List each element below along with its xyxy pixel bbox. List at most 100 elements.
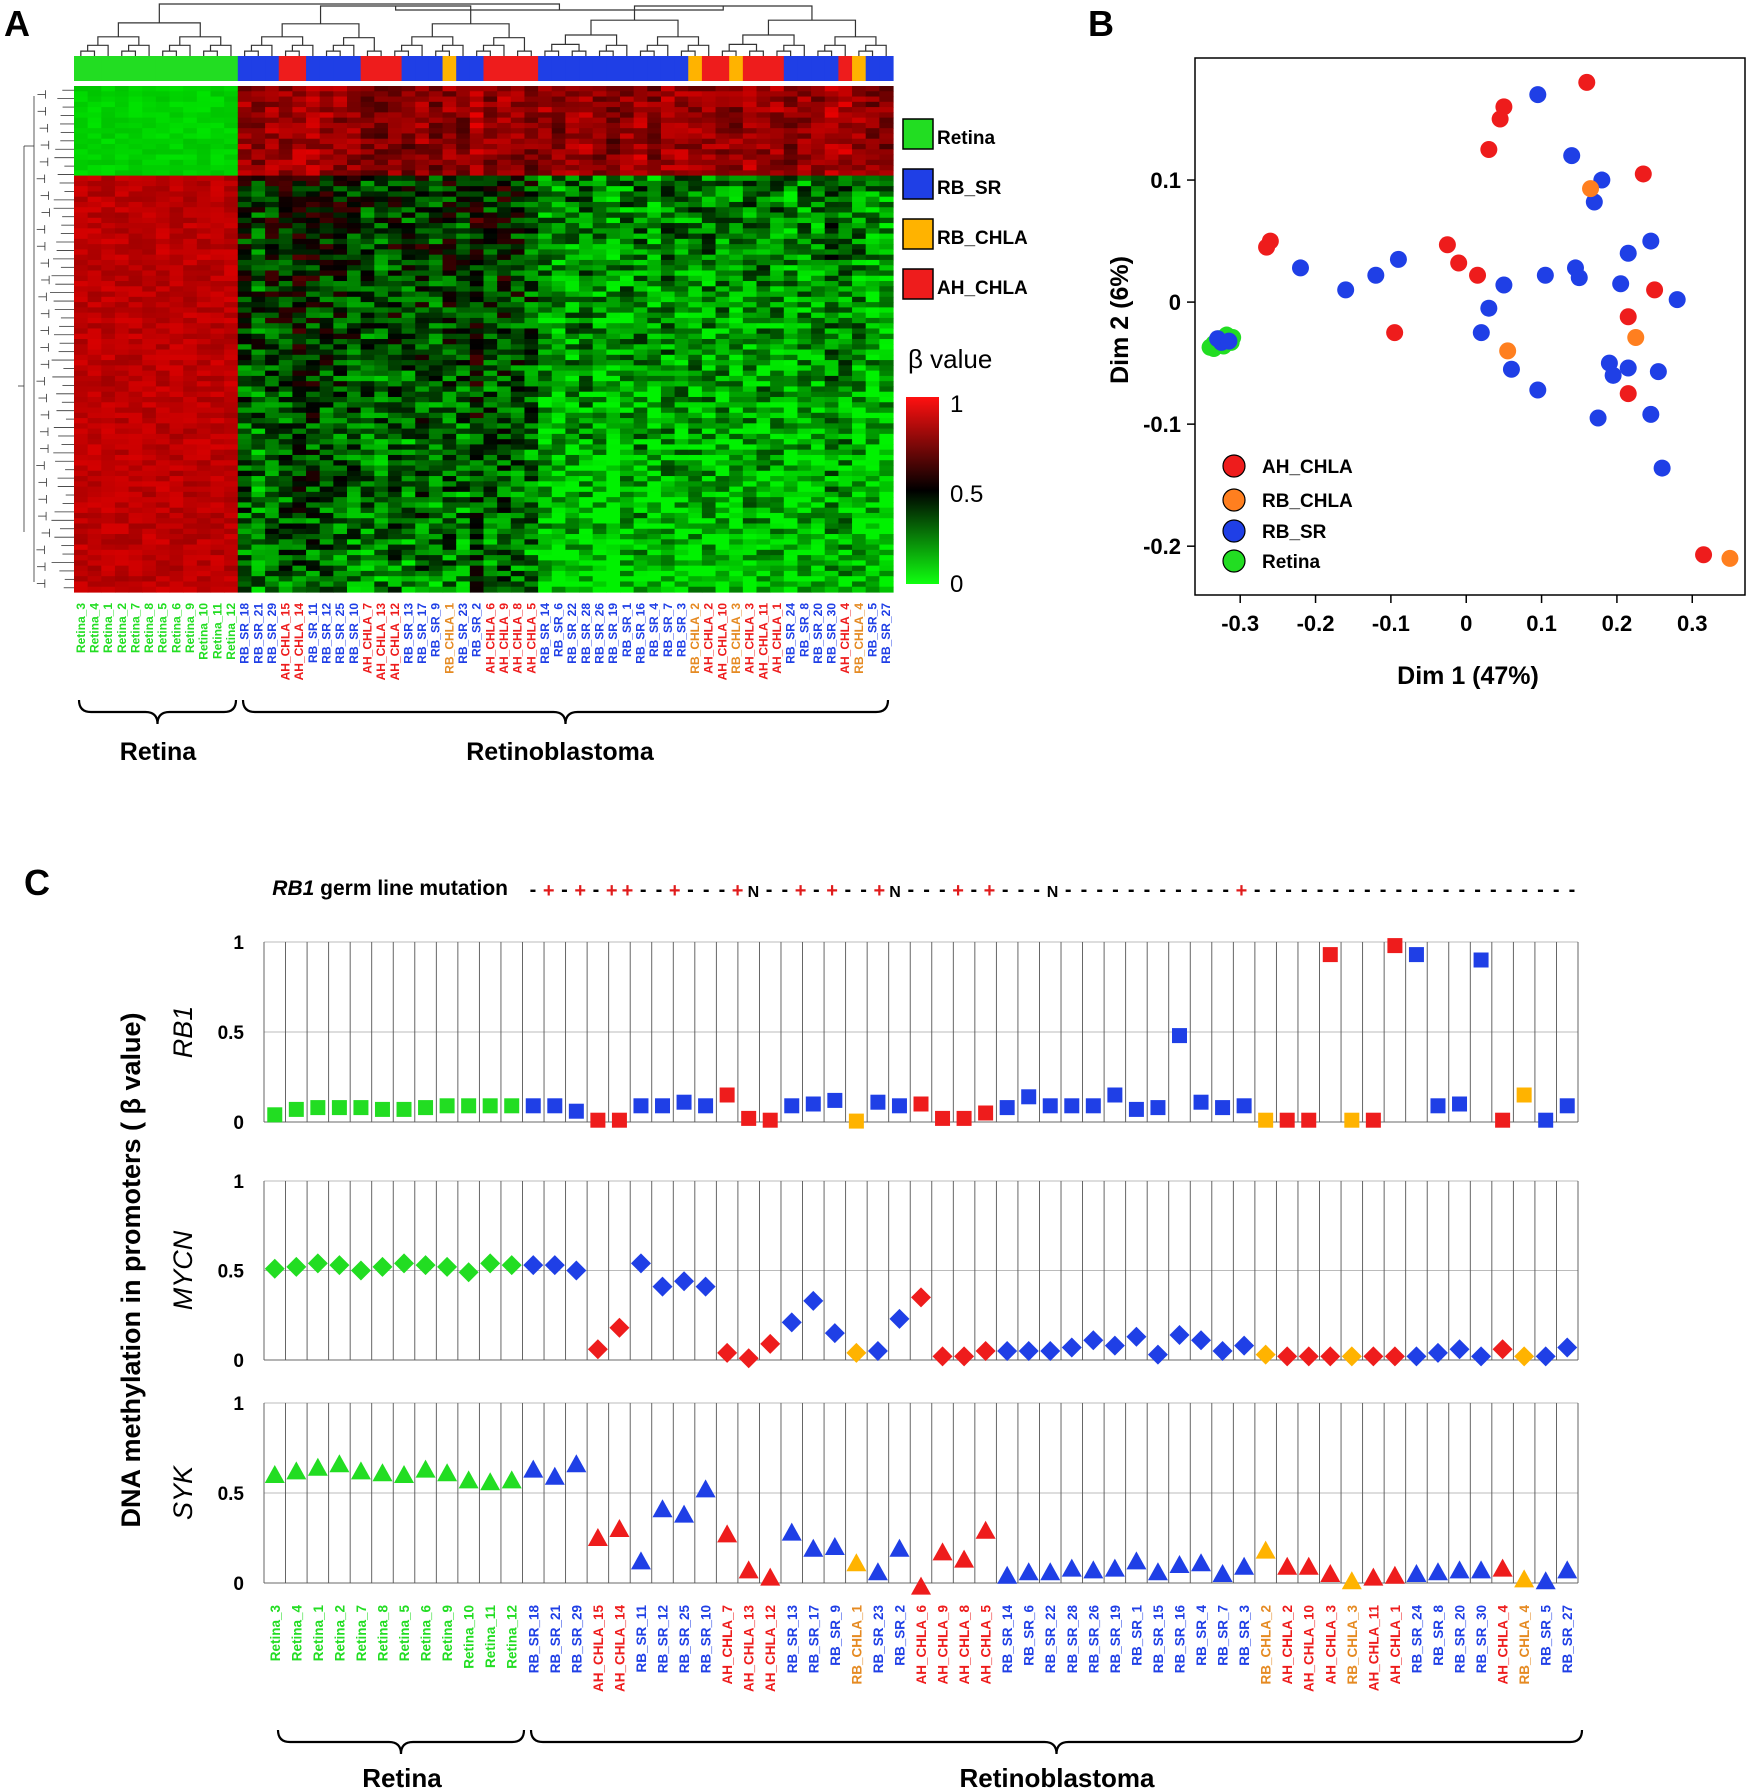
heatmap-cell: [196, 349, 212, 356]
heatmap-cell: [606, 370, 621, 377]
heatmap-cell: [128, 291, 143, 298]
heatmap-cell: [688, 423, 703, 430]
heatmap-cell: [674, 122, 689, 129]
heatmap-cell: [497, 565, 512, 572]
heatmap-cell: [456, 244, 471, 250]
heatmap-cell: [715, 555, 730, 561]
heatmap-cell: [565, 349, 580, 356]
heatmap-cell: [483, 191, 498, 198]
heatmap-cell: [278, 534, 293, 540]
heatmap-cell: [592, 370, 607, 377]
heatmap-cell: [551, 386, 566, 393]
heatmap-cell: [128, 386, 143, 393]
heatmap-cell: [196, 323, 212, 330]
heatmap-cell: [660, 486, 676, 493]
heatmap-cell: [333, 454, 348, 461]
heatmap-cell: [210, 549, 225, 556]
heatmap-cell: [333, 238, 348, 245]
heatmap-cell: [128, 281, 143, 287]
heatmap-cell: [142, 323, 157, 330]
heatmap-cell: [469, 259, 485, 266]
heatmap-cell: [510, 507, 526, 514]
heatmap-cell: [360, 486, 375, 493]
heatmap-cell: [565, 259, 580, 266]
heatmap-cell: [497, 117, 512, 124]
heatmap-cell: [183, 175, 198, 182]
heatmap-cell: [469, 449, 485, 456]
heatmap-cell: [142, 96, 157, 103]
heatmap-cell: [551, 491, 566, 498]
heatmap-cell: [114, 476, 130, 482]
heatmap-cell: [74, 302, 89, 308]
heatmap-cell: [469, 344, 485, 351]
heatmap-cell: [592, 328, 607, 335]
heatmap-cell: [224, 470, 239, 477]
heatmap-cell: [524, 565, 539, 572]
heatmap-cell: [169, 386, 184, 393]
heatmap-cell: [688, 180, 703, 187]
heatmap-cell: [333, 570, 348, 577]
heatmap-cell: [128, 402, 143, 409]
heatmap-cell: [210, 412, 225, 419]
heatmap-cell: [551, 486, 566, 493]
heatmap-cell: [128, 454, 143, 461]
heatmap-cell: [469, 423, 485, 430]
heatmap-cell: [469, 138, 485, 145]
heatmap-cell: [210, 423, 225, 430]
heatmap-cell: [347, 233, 362, 240]
heatmap-cell: [428, 117, 444, 124]
heatmap-cell: [196, 523, 212, 530]
heatmap-cell: [415, 386, 430, 393]
heatmap-cell: [633, 581, 648, 588]
heatmap-cell: [387, 454, 403, 461]
heatmap-cell: [660, 528, 676, 535]
heatmap-cell: [306, 170, 321, 177]
heatmap-cell: [87, 381, 102, 388]
heatmap-cell: [701, 549, 717, 556]
heatmap-cell: [688, 122, 703, 129]
heatmap-cell: [401, 565, 416, 572]
heatmap-cell: [510, 449, 526, 456]
heatmap-cell: [647, 307, 662, 314]
heatmap-cell: [142, 212, 157, 219]
heatmap-cell: [114, 354, 130, 361]
heatmap-cell: [729, 133, 744, 140]
heatmap-cell: [606, 333, 621, 340]
heatmap-cell: [742, 228, 758, 235]
heatmap-cell: [347, 333, 362, 340]
heatmap-cell: [292, 296, 307, 303]
heatmap-cell: [265, 154, 280, 161]
heatmap-cell: [510, 476, 526, 482]
heatmap-cell: [729, 122, 744, 129]
heatmap-cell: [510, 307, 526, 314]
heatmap-cell: [87, 265, 102, 272]
heatmap-cell: [374, 154, 389, 161]
heatmap-cell: [565, 138, 580, 145]
heatmap-cell: [265, 196, 280, 203]
heatmap-cell: [128, 581, 143, 588]
heatmap-cell: [497, 449, 512, 456]
heatmap-cell: [415, 96, 430, 103]
heatmap-cell: [196, 465, 212, 472]
heatmap-cell: [647, 523, 662, 530]
heatmap-cell: [237, 180, 253, 187]
heatmap-cell: [592, 423, 607, 430]
heatmap-cell: [510, 191, 526, 198]
heatmap-cell: [306, 439, 321, 446]
heatmap-cell: [251, 217, 266, 224]
heatmap-cell: [579, 476, 594, 482]
heatmap-cell: [237, 112, 253, 119]
heatmap-cell: [538, 586, 553, 593]
heatmap-cell: [647, 486, 662, 493]
heatmap-cell: [729, 581, 744, 588]
heatmap-cell: [565, 539, 580, 546]
heatmap-cell: [620, 518, 635, 525]
heatmap-cell: [306, 507, 321, 514]
heatmap-cell: [387, 386, 403, 393]
heatmap-cell: [510, 244, 526, 250]
heatmap-cell: [415, 254, 430, 261]
heatmap-cell: [415, 238, 430, 245]
heatmap-cell: [729, 481, 744, 488]
heatmap-cell: [620, 107, 635, 113]
heatmap-cell: [538, 165, 553, 171]
